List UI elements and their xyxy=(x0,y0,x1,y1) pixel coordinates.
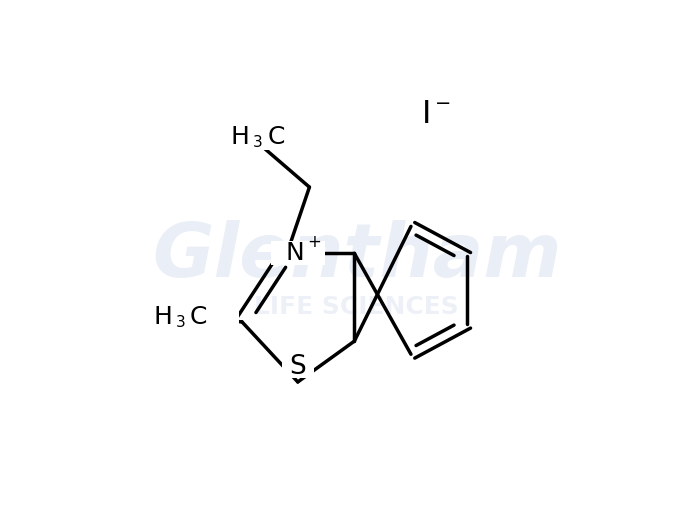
Text: I: I xyxy=(422,99,432,130)
Text: 3: 3 xyxy=(175,315,185,330)
Text: −: − xyxy=(435,94,451,113)
Text: C: C xyxy=(190,305,207,329)
Bar xyxy=(271,241,325,265)
Text: H: H xyxy=(231,125,250,149)
Bar xyxy=(282,354,314,378)
Text: +: + xyxy=(307,233,321,251)
Text: S: S xyxy=(290,354,306,380)
Text: C: C xyxy=(267,125,285,149)
Text: N: N xyxy=(285,241,304,265)
Text: 3: 3 xyxy=(253,135,262,150)
Text: H: H xyxy=(153,305,172,329)
Bar xyxy=(219,124,316,150)
Text: Glentham: Glentham xyxy=(152,220,562,293)
Text: LIFE SCIENCES: LIFE SCIENCES xyxy=(254,295,459,319)
Bar xyxy=(141,304,239,330)
